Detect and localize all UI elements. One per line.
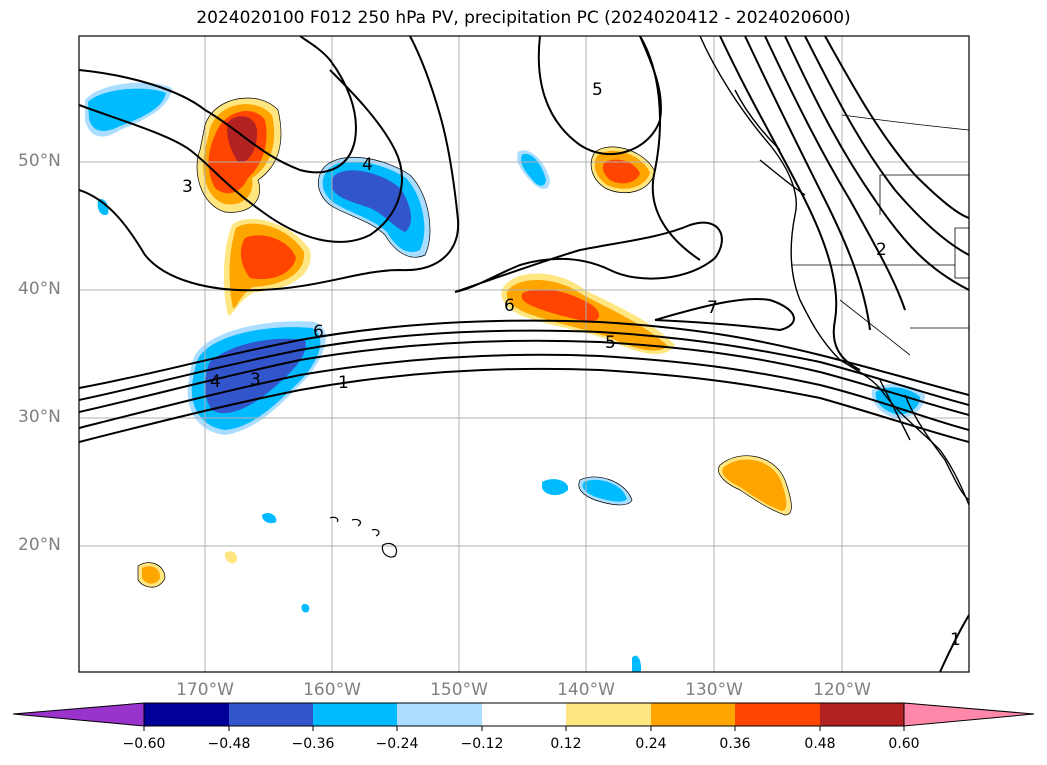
colorbar-tick-label: −0.60 <box>122 736 166 752</box>
colorbar-tick-label: 0.12 <box>550 736 582 752</box>
contour-label: 2 <box>876 240 887 260</box>
colorbar-tick-label: 0.60 <box>888 736 920 752</box>
negative-anomaly-sw <box>187 321 326 435</box>
map-title: 2024020100 F012 250 hPa PV, precipitatio… <box>196 8 851 28</box>
negative-anomaly-s-core <box>582 479 627 502</box>
colorbar-swatch <box>482 703 566 726</box>
colorbar-extend-low <box>12 702 145 727</box>
lat-label: 40°N <box>18 279 61 299</box>
lon-label: 170°W <box>176 680 234 700</box>
pv-contours <box>79 36 969 672</box>
positive-anomaly-nc <box>591 146 655 193</box>
gridlines <box>79 36 969 672</box>
colorbar <box>12 702 1035 731</box>
contour-label-group: 6 5 4 3 1 7 6 5 4 3 2 1 <box>182 80 961 650</box>
contour-label: 3 <box>182 177 193 197</box>
contour-label: 3 <box>250 370 261 390</box>
colorbar-swatch <box>144 703 229 726</box>
lat-label: 30°N <box>18 407 61 427</box>
lon-label: 160°W <box>303 680 361 700</box>
positive-anomaly-nw <box>197 98 281 213</box>
contour-label: 5 <box>605 333 616 353</box>
contour-label: 6 <box>504 296 515 316</box>
negative-anomaly-tiny2 <box>301 603 310 613</box>
positive-anomaly-se <box>718 455 792 515</box>
positive-anomaly-small <box>224 551 238 564</box>
lat-label: 20°N <box>18 535 61 555</box>
colorbar-tick-label: −0.48 <box>207 736 251 752</box>
lon-label: 140°W <box>557 680 615 700</box>
contour-label: 6 <box>313 322 324 342</box>
negative-anomaly-edge <box>97 199 109 216</box>
lon-label: 120°W <box>813 680 871 700</box>
positive-anomaly-w <box>223 218 311 316</box>
colorbar-extend-high <box>903 702 1035 727</box>
colorbar-tick-label: 0.36 <box>719 736 751 752</box>
colorbar-swatch <box>313 703 397 726</box>
colorbar-swatch <box>735 703 820 726</box>
colorbar-tick-label: 0.48 <box>804 736 836 752</box>
contour-label: 4 <box>210 372 221 392</box>
lat-label: 50°N <box>18 151 61 171</box>
negative-anomaly-nw <box>85 82 172 137</box>
contour-label: 4 <box>362 155 373 175</box>
colorbar-swatch <box>820 703 904 726</box>
colorbar-tick-label: 0.24 <box>635 736 667 752</box>
political-borders <box>792 114 969 356</box>
map-frame <box>78 35 970 673</box>
hawaii-islands <box>329 516 398 558</box>
negative-anomaly-n <box>318 157 430 258</box>
contour-label: 7 <box>707 298 718 318</box>
lon-label: 130°W <box>685 680 743 700</box>
colorbar-tick-label: −0.12 <box>460 736 504 752</box>
contour-label: 1 <box>950 630 961 650</box>
colorbar-swatch <box>651 703 735 726</box>
colorbar-tick-label: −0.36 <box>291 736 335 752</box>
contour-label: 1 <box>338 373 349 393</box>
negative-anomaly-tiny <box>262 512 277 524</box>
contour-label: 5 <box>592 80 603 100</box>
colorbar-tick-label: −0.24 <box>375 736 419 752</box>
lon-label: 150°W <box>430 680 488 700</box>
colorbar-swatch <box>566 703 651 726</box>
negative-anomaly-bottom <box>632 655 642 672</box>
colorbar-swatch <box>397 703 482 726</box>
positive-anomaly-sw-core <box>142 566 161 584</box>
anomaly-outlines <box>137 97 792 588</box>
negative-anomaly-s2 <box>542 479 569 496</box>
colorbar-swatch <box>229 703 313 726</box>
